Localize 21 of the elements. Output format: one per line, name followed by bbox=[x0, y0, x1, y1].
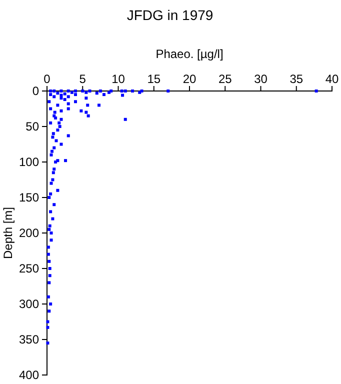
chart-title: JFDG in 1979 bbox=[126, 7, 214, 23]
x-tick-label: 10 bbox=[112, 72, 126, 86]
y-axis-title: Depth [m] bbox=[1, 206, 15, 260]
x-tick-label: 30 bbox=[254, 72, 268, 86]
y-tick-label: 0 bbox=[32, 84, 40, 98]
x-tick-label: 20 bbox=[182, 72, 196, 86]
x-tick-label: 35 bbox=[290, 72, 304, 86]
y-tick-label: 400 bbox=[18, 368, 40, 382]
x-tick-label: 5 bbox=[79, 72, 86, 86]
y-tick-label: 50 bbox=[26, 119, 40, 134]
y-tick-label: 300 bbox=[18, 296, 40, 311]
y-tick-label: 250 bbox=[18, 261, 40, 276]
y-tick-label: 100 bbox=[18, 154, 40, 169]
x-axis-title: Phaeo. [µg/l] bbox=[156, 47, 224, 61]
y-tick-label: 350 bbox=[18, 332, 40, 346]
x-tick-label: 0 bbox=[44, 72, 51, 86]
x-tick-label: 25 bbox=[218, 72, 232, 86]
y-tick-label: 200 bbox=[18, 226, 40, 240]
x-tick-label: 15 bbox=[147, 72, 161, 86]
y-tick-label: 150 bbox=[18, 190, 40, 204]
x-tick-label: 40 bbox=[325, 72, 339, 86]
